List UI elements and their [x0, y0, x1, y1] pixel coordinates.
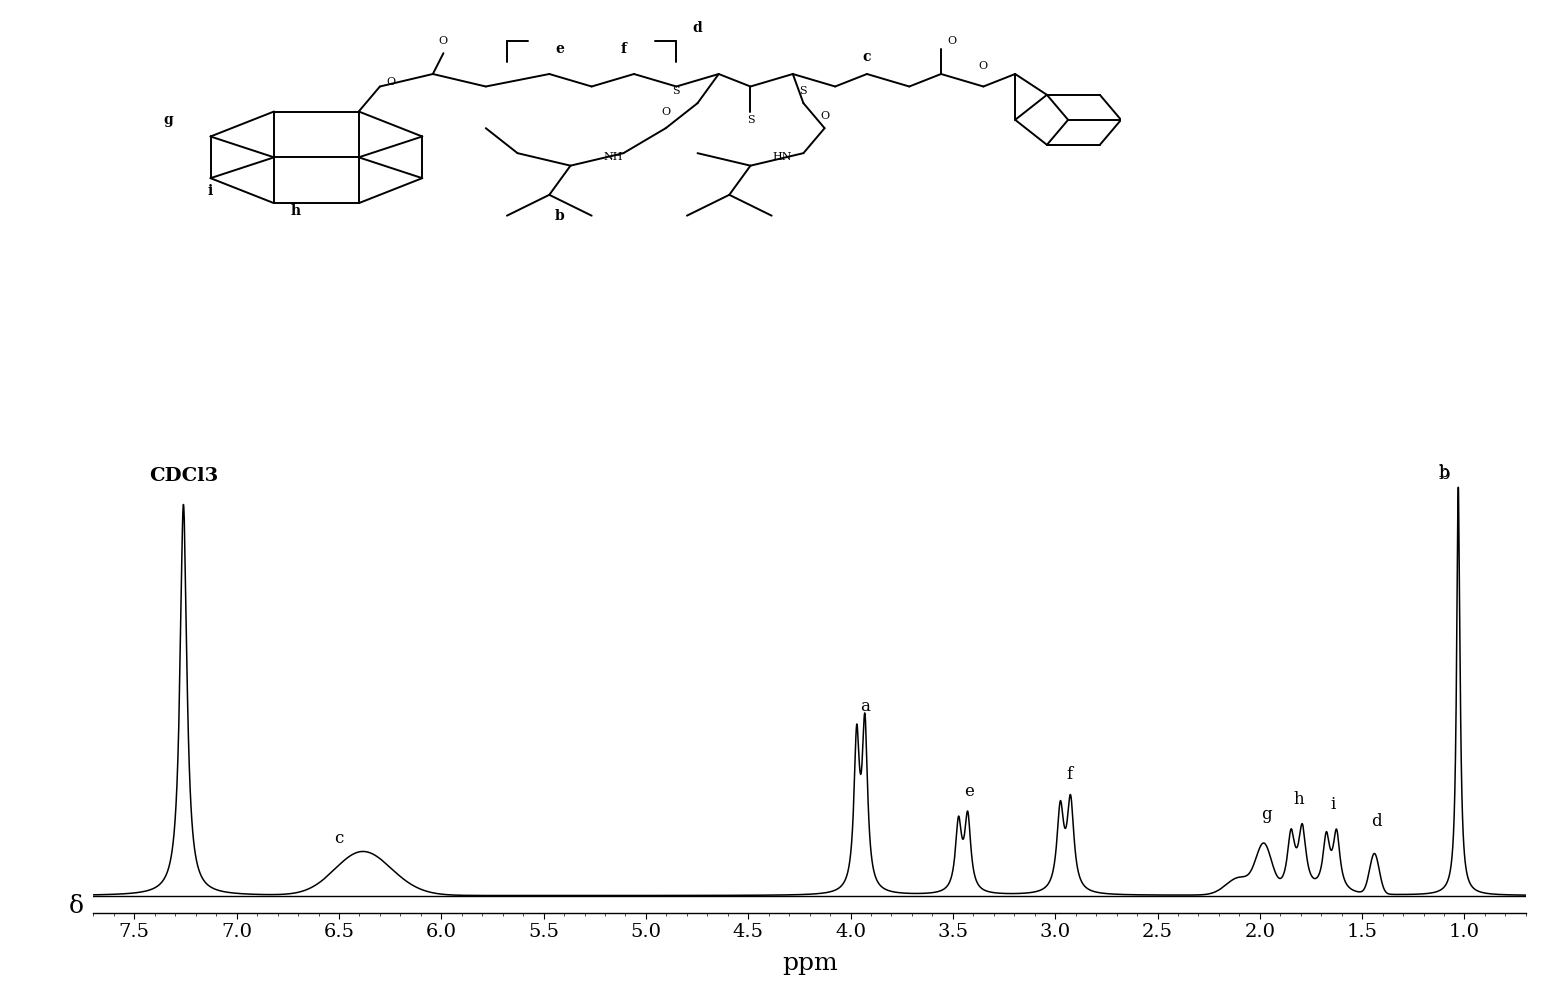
Text: NH: NH — [603, 153, 623, 163]
Text: h: h — [290, 204, 301, 218]
Text: O: O — [947, 36, 956, 46]
Text: O: O — [439, 36, 448, 46]
Text: S: S — [747, 115, 754, 125]
Text: f: f — [1067, 766, 1073, 783]
Text: HN: HN — [772, 153, 793, 163]
Text: f: f — [620, 42, 626, 56]
Text: O: O — [979, 61, 989, 70]
Text: CDCl3: CDCl3 — [149, 467, 218, 485]
Text: δ: δ — [69, 895, 84, 918]
Text: i: i — [1331, 796, 1336, 812]
Text: O: O — [821, 111, 830, 121]
Text: h: h — [1294, 792, 1305, 808]
Text: e: e — [556, 42, 564, 56]
Text: b: b — [1439, 464, 1450, 481]
Text: S: S — [673, 85, 680, 95]
Text: c: c — [863, 51, 872, 64]
Text: O: O — [386, 77, 395, 87]
Text: S: S — [800, 85, 807, 95]
Text: c: c — [335, 829, 344, 847]
Text: g: g — [163, 113, 173, 127]
Text: b: b — [1439, 465, 1450, 483]
Text: d: d — [1372, 812, 1381, 829]
Text: O: O — [662, 106, 671, 116]
X-axis label: ppm: ppm — [782, 952, 838, 975]
Text: d: d — [693, 21, 702, 35]
Text: b: b — [554, 208, 565, 222]
Text: i: i — [209, 184, 213, 197]
Text: g: g — [1261, 806, 1271, 823]
Text: e: e — [964, 783, 975, 800]
Text: a: a — [859, 698, 870, 715]
